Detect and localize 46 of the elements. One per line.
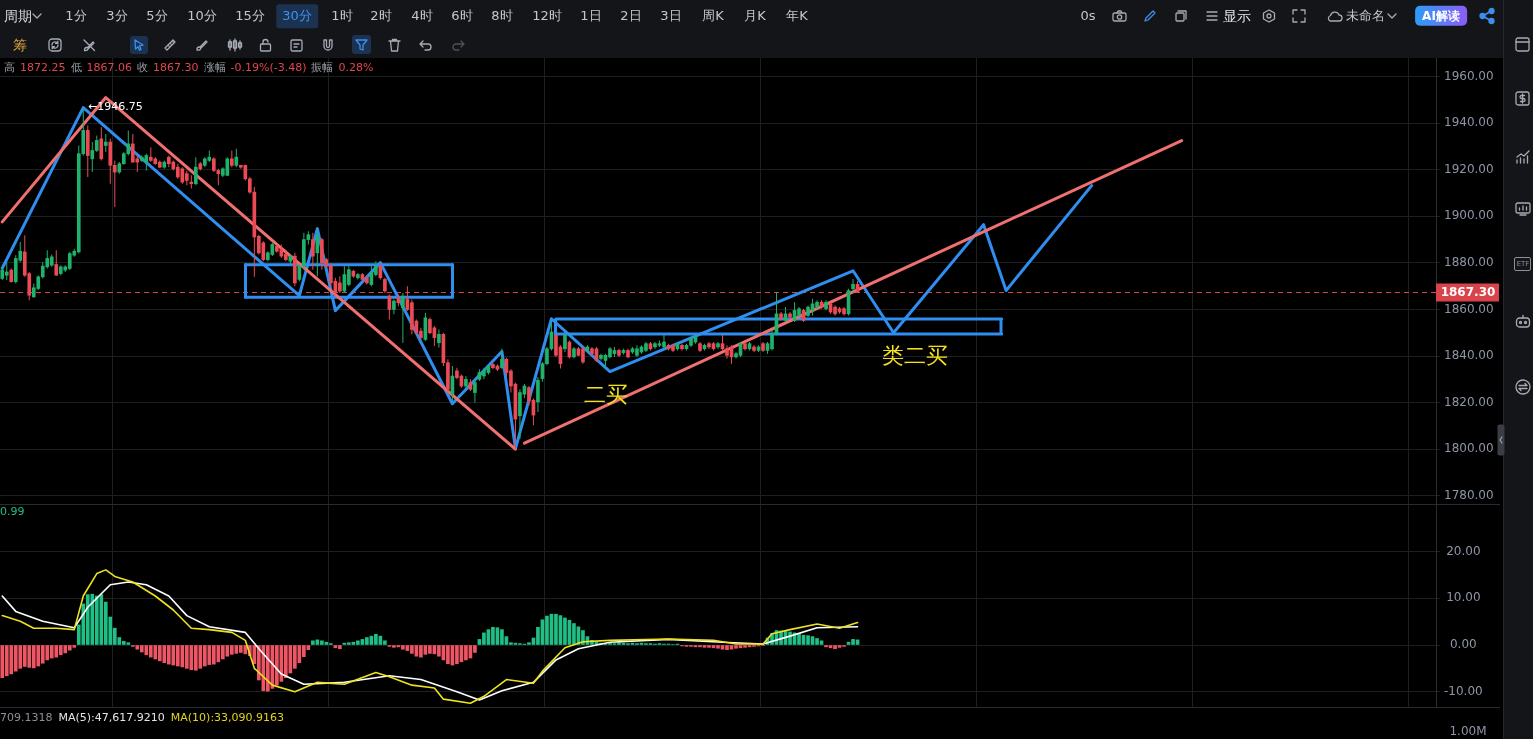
y-tick-label: 1820.00	[1444, 394, 1494, 409]
text: 4时	[411, 8, 433, 24]
y-tick-label: 1780.00	[1444, 487, 1494, 502]
text: 2时	[370, 8, 392, 24]
y-tick-label: 1940.00	[1444, 115, 1494, 130]
annotation: 0.99	[0, 505, 25, 519]
text: 1.00M	[1449, 723, 1487, 739]
text: 年K	[786, 8, 808, 24]
text: 高 1872.25 低 1867.06 收 1867.30 涨幅 -0.19%(-3.48) 振幅 0.28%	[4, 61, 374, 75]
y-tick-label: 0.00	[1449, 637, 1477, 652]
text: MA(10):33,090.9163	[170, 711, 285, 725]
y-tick-label: 1960.00	[1444, 68, 1494, 83]
text: 15分	[235, 8, 265, 24]
text: 0s	[1080, 8, 1096, 24]
text: 3分	[106, 8, 128, 24]
y-tick-label: 1900.00	[1444, 208, 1494, 223]
text: 未命名	[1345, 8, 1385, 24]
y-tick-label: 1860.00	[1444, 301, 1494, 316]
y-tick-label: 20.00	[1446, 543, 1481, 558]
text: 1时	[331, 8, 353, 24]
text: 筹	[13, 36, 27, 54]
text: 30分	[276, 4, 318, 28]
y-tick-label: 1880.00	[1444, 255, 1494, 269]
y-tick-label: 10.00	[1446, 590, 1481, 605]
y-tick-label: -10.00	[1444, 683, 1483, 698]
text: 12时	[532, 8, 562, 24]
text: 1日	[580, 8, 602, 24]
text: 月K	[744, 8, 766, 24]
text: 周期	[4, 7, 32, 25]
text: 显示	[1223, 7, 1251, 25]
text: AI解读	[1415, 5, 1467, 27]
text: 周K	[702, 8, 724, 24]
text: 1分	[65, 8, 87, 24]
annotation: 类二买	[882, 342, 948, 370]
text: MA(5):47,617.9210	[58, 711, 165, 725]
y-tick-label: 1800.00	[1444, 441, 1494, 456]
y-tick-label: 1920.00	[1444, 161, 1494, 176]
text: 6时	[451, 8, 473, 24]
text: 5分	[146, 8, 168, 24]
text: 3日	[660, 8, 682, 24]
y-tick-label: 1840.00	[1444, 348, 1494, 363]
ref-line-label: 1867.30	[1440, 285, 1496, 300]
text: 10分	[187, 8, 217, 24]
text: 8时	[491, 8, 513, 24]
text: 2日	[620, 8, 642, 24]
text: 709.1318	[0, 711, 53, 725]
